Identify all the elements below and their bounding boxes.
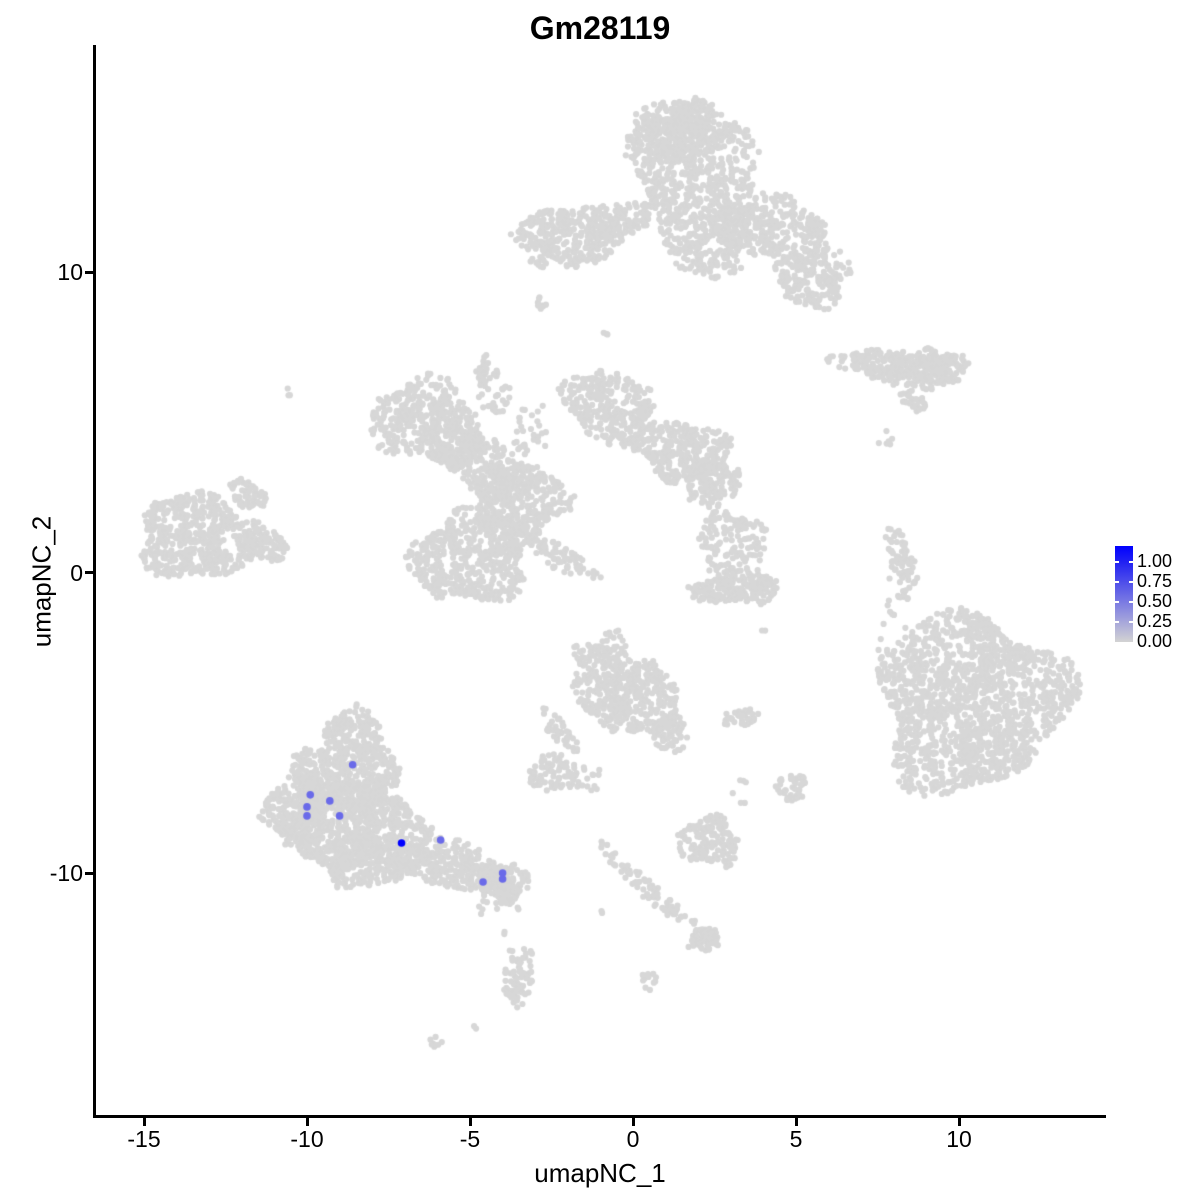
legend-label: 0.75 bbox=[1137, 571, 1173, 591]
legend-label: 1.00 bbox=[1137, 551, 1173, 571]
legend-gradient-bar bbox=[1115, 546, 1133, 642]
x-tick-label: 0 bbox=[626, 1126, 640, 1152]
legend-tick bbox=[1129, 581, 1133, 583]
plot-title: Gm28119 bbox=[529, 10, 671, 46]
legend-tick bbox=[1129, 561, 1133, 563]
x-tick-mark bbox=[632, 1118, 635, 1126]
y-tick-label: 0 bbox=[70, 559, 83, 586]
y-tick-mark bbox=[85, 270, 93, 274]
y-tick-mark bbox=[85, 871, 93, 875]
y-tick-label: -10 bbox=[49, 860, 83, 886]
y-axis-line bbox=[93, 45, 96, 1118]
legend-tick bbox=[1115, 601, 1119, 603]
x-tick-label: -15 bbox=[127, 1126, 161, 1152]
legend-tick bbox=[1129, 621, 1133, 623]
x-tick-label: -5 bbox=[459, 1126, 481, 1152]
legend-label: 0.25 bbox=[1137, 611, 1173, 631]
y-tick-label: 10 bbox=[57, 259, 83, 285]
x-tick-mark bbox=[143, 1118, 146, 1126]
legend-tick bbox=[1129, 601, 1133, 603]
x-tick-mark bbox=[958, 1118, 961, 1126]
x-tick-mark bbox=[306, 1118, 309, 1126]
legend-label: 0.50 bbox=[1137, 591, 1173, 611]
y-tick-mark bbox=[85, 571, 93, 574]
x-tick-mark bbox=[469, 1118, 472, 1126]
x-tick-label: 10 bbox=[946, 1126, 972, 1152]
legend-tick bbox=[1115, 581, 1119, 583]
x-tick-mark bbox=[795, 1118, 798, 1126]
legend-tick bbox=[1115, 621, 1119, 623]
expression-legend: 1.00 0.75 0.50 0.25 0.00 bbox=[1108, 540, 1200, 655]
legend-label: 0.00 bbox=[1137, 631, 1173, 651]
x-axis-title: umapNC_1 bbox=[534, 1158, 666, 1188]
legend-tick bbox=[1115, 561, 1119, 563]
y-axis-title: umapNC_2 bbox=[26, 515, 57, 648]
x-axis-line bbox=[93, 1115, 1106, 1118]
x-tick-label: 5 bbox=[789, 1126, 803, 1152]
x-tick-label: -10 bbox=[290, 1126, 324, 1152]
